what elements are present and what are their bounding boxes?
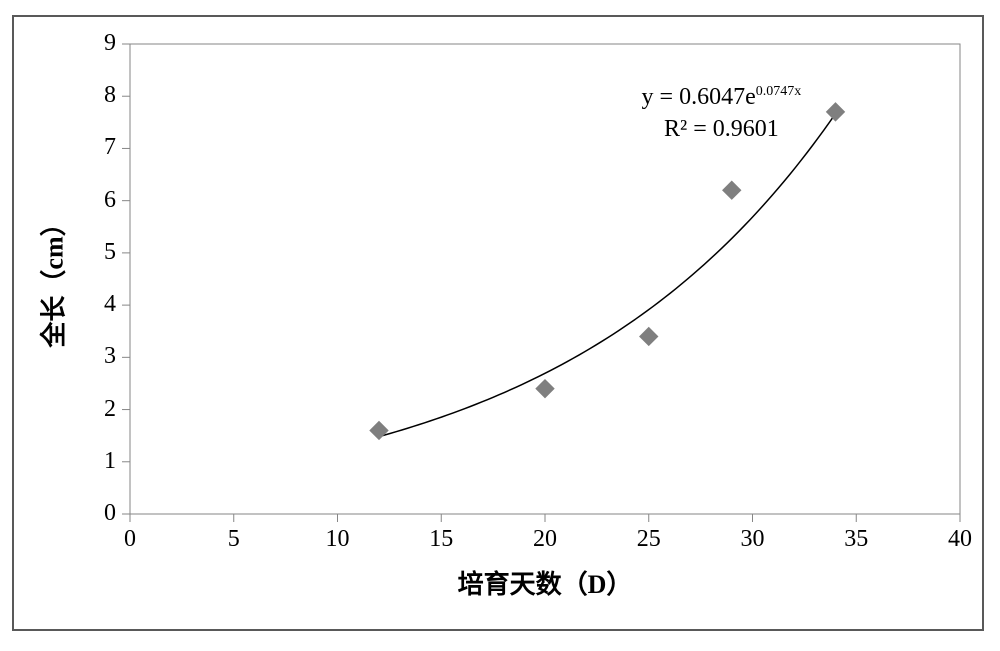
x-tick-label: 0 <box>115 526 145 553</box>
x-axis-title: 培育天数（D） <box>458 564 633 601</box>
chart-svg <box>0 0 1000 651</box>
x-tick-label: 35 <box>841 526 871 553</box>
y-tick-label: 6 <box>104 187 116 214</box>
equation-line1: y = 0.6047e0.0747x <box>642 81 802 113</box>
equation-line1-exp: 0.0747x <box>756 84 802 99</box>
y-tick-label: 8 <box>104 82 116 109</box>
equation-line2: R² = 0.9601 <box>642 113 802 145</box>
y-tick-label: 5 <box>104 239 116 266</box>
y-tick-label: 9 <box>104 30 116 57</box>
y-tick-label: 2 <box>104 396 116 423</box>
y-tick-label: 3 <box>104 343 116 370</box>
y-tick-label: 0 <box>104 500 116 527</box>
equation-line1-prefix: y = 0.6047e <box>642 84 756 110</box>
equation-label: y = 0.6047e0.0747x R² = 0.9601 <box>642 81 802 146</box>
y-tick-label: 4 <box>104 291 116 318</box>
x-tick-label: 15 <box>426 526 456 553</box>
x-tick-label: 20 <box>530 526 560 553</box>
x-tick-label: 10 <box>323 526 353 553</box>
y-tick-label: 7 <box>104 134 116 161</box>
y-axis-title: 全长（cm） <box>34 210 71 347</box>
x-tick-label: 30 <box>738 526 768 553</box>
y-tick-label: 1 <box>104 448 116 475</box>
x-tick-label: 5 <box>219 526 249 553</box>
x-tick-label: 40 <box>945 526 975 553</box>
x-tick-label: 25 <box>634 526 664 553</box>
